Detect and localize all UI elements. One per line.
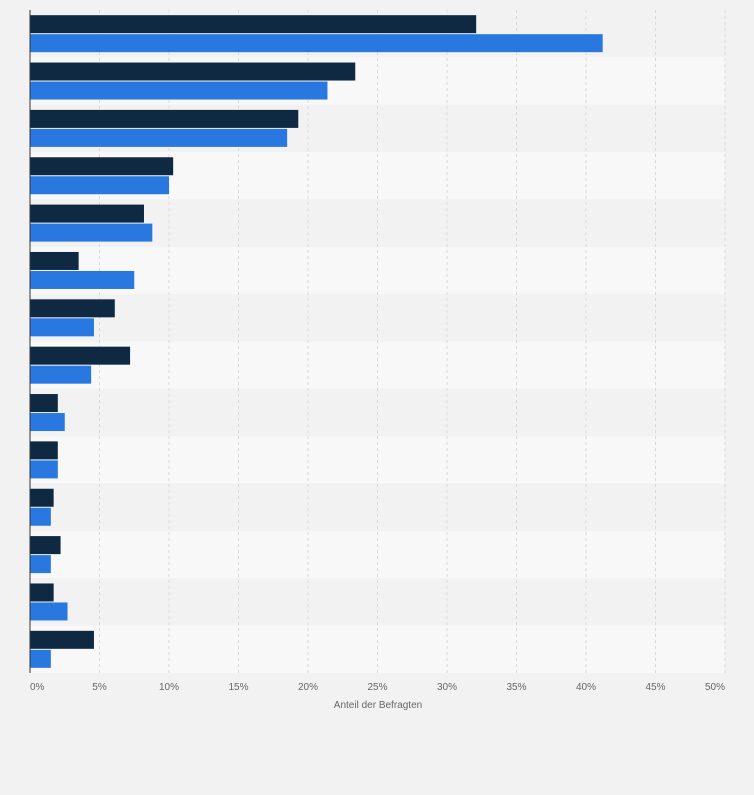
bar-series-2 xyxy=(30,318,94,337)
bar-series-2 xyxy=(30,128,288,147)
x-tick-label: 35% xyxy=(506,682,526,693)
x-tick-label: 0% xyxy=(30,682,45,693)
bar-series-2 xyxy=(30,176,169,195)
bar-series-2 xyxy=(30,81,328,100)
x-tick-labels: 0% 5% 10% 15% 20% 25% 30% 35% 40% 45% 50% xyxy=(30,682,725,693)
bar-series-2 xyxy=(30,413,65,432)
bar-series-2 xyxy=(30,34,603,53)
bar-series-1 xyxy=(30,157,174,176)
bar-series-2 xyxy=(30,460,58,479)
x-tick-label: 15% xyxy=(228,682,248,693)
bar-series-1 xyxy=(30,62,356,81)
bar-series-1 xyxy=(30,251,79,270)
bar-series-1 xyxy=(30,488,54,507)
x-tick-label: 25% xyxy=(367,682,387,693)
bar-series-1 xyxy=(30,441,58,460)
bar-series-1 xyxy=(30,536,61,555)
bar-series-2 xyxy=(30,602,68,621)
bar-series-1 xyxy=(30,346,131,365)
x-tick-label: 40% xyxy=(576,682,596,693)
bar-series-1 xyxy=(30,109,299,128)
gridlines xyxy=(99,10,726,673)
bar-series-2 xyxy=(30,507,51,526)
bar-series-2 xyxy=(30,223,153,242)
bars xyxy=(30,15,603,668)
bar-series-1 xyxy=(30,15,477,34)
x-axis-label: Anteil der Befragten xyxy=(334,700,422,711)
x-tick-label: 45% xyxy=(645,682,665,693)
x-tick-label: 5% xyxy=(92,682,107,693)
x-tick-label: 50% xyxy=(705,682,725,693)
bar-series-2 xyxy=(30,555,51,574)
bar-series-2 xyxy=(30,649,51,668)
bar-series-2 xyxy=(30,270,135,289)
bar-series-2 xyxy=(30,365,92,384)
bar-series-1 xyxy=(30,204,144,223)
bar-series-1 xyxy=(30,394,58,413)
bar-series-1 xyxy=(30,630,94,649)
bar-series-1 xyxy=(30,583,54,602)
bar-series-1 xyxy=(30,299,115,318)
x-tick-label: 30% xyxy=(437,682,457,693)
x-tick-label: 10% xyxy=(159,682,179,693)
x-tick-label: 20% xyxy=(298,682,318,693)
